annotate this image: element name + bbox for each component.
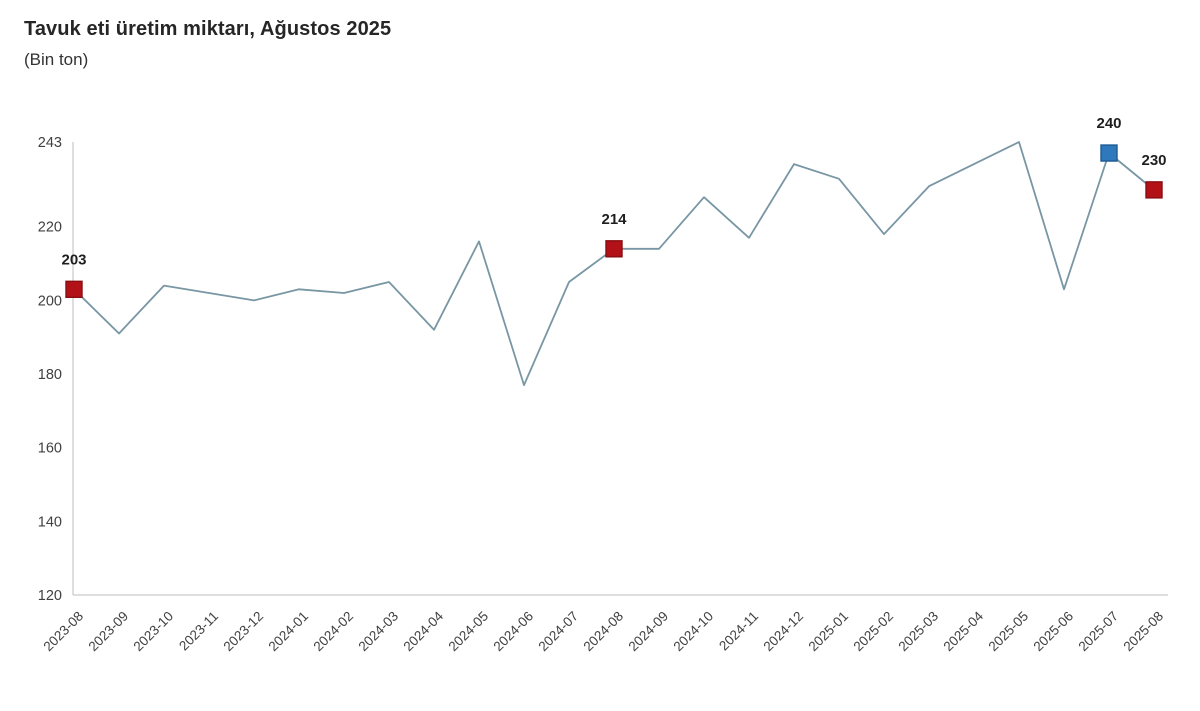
- data-point-label-2025-07: 240: [1096, 115, 1121, 132]
- data-point-label-2024-08: 214: [601, 211, 627, 228]
- x-axis-tick-label: 2024-04: [400, 608, 446, 654]
- data-point-marker-2023-08: [65, 280, 83, 299]
- data-point-label-2023-08: 203: [61, 251, 86, 268]
- x-axis-tick-label: 2025-04: [940, 608, 986, 654]
- x-axis-tick-label: 2024-06: [490, 609, 536, 655]
- x-axis-tick-label: 2023-11: [176, 609, 221, 654]
- x-axis-tick-label: 2025-03: [895, 609, 941, 655]
- chart-header: Tavuk eti üretim miktarı, Ağustos 2025 (…: [24, 18, 391, 70]
- x-axis-tick-label: 2024-02: [310, 609, 356, 655]
- x-axis-tick-label: 2023-09: [85, 609, 131, 655]
- data-point-marker-2025-07: [1100, 144, 1118, 162]
- chart-subtitle: (Bin ton): [24, 50, 89, 69]
- x-axis-tick-label: 2023-08: [40, 609, 86, 655]
- production-series-line: [73, 141, 1155, 387]
- y-axis-tick-label: 243: [38, 135, 62, 151]
- x-axis-tick-label: 2025-01: [805, 609, 851, 655]
- y-axis-tick-label: 140: [38, 514, 62, 530]
- x-axis-tick-label: 2025-02: [850, 609, 896, 655]
- data-point-marker-2025-08: [1145, 181, 1163, 199]
- y-axis-tick-label: 220: [38, 220, 62, 236]
- y-axis-tick-label: 180: [38, 367, 62, 383]
- x-axis-tick-label: 2023-10: [130, 609, 176, 655]
- y-axis-tick-label: 160: [38, 441, 62, 457]
- x-axis-tick-label: 2024-11: [716, 609, 761, 654]
- x-axis-tick-label: 2024-03: [355, 609, 401, 655]
- x-axis-tick-label: 2025-08: [1120, 609, 1166, 655]
- y-axis-tick-label: 120: [38, 588, 62, 604]
- data-point-marker-2024-08: [605, 240, 623, 258]
- x-axis-tick-label: 2024-09: [625, 609, 671, 655]
- x-axis-tick-label: 2024-01: [265, 609, 311, 655]
- x-axis-tick-label: 2024-08: [580, 609, 626, 655]
- chart-title: Tavuk eti üretim miktarı, Ağustos 2025: [24, 18, 392, 40]
- x-axis-tick-label: 2024-12: [760, 609, 806, 655]
- data-point-label-2025-08: 230: [1141, 152, 1166, 169]
- x-axis-tick-label: 2025-07: [1075, 609, 1121, 655]
- x-axis-tick-label: 2024-10: [670, 609, 716, 655]
- x-axis-tick-label: 2025-06: [1030, 609, 1076, 655]
- x-axis-tick-label: 2023-12: [220, 609, 266, 655]
- x-axis-tick-label: 2024-05: [445, 609, 491, 655]
- x-axis-tick-label: 2024-07: [535, 609, 581, 655]
- y-axis-tick-label: 200: [38, 293, 62, 309]
- x-axis-tick-label: 2025-05: [985, 609, 1031, 655]
